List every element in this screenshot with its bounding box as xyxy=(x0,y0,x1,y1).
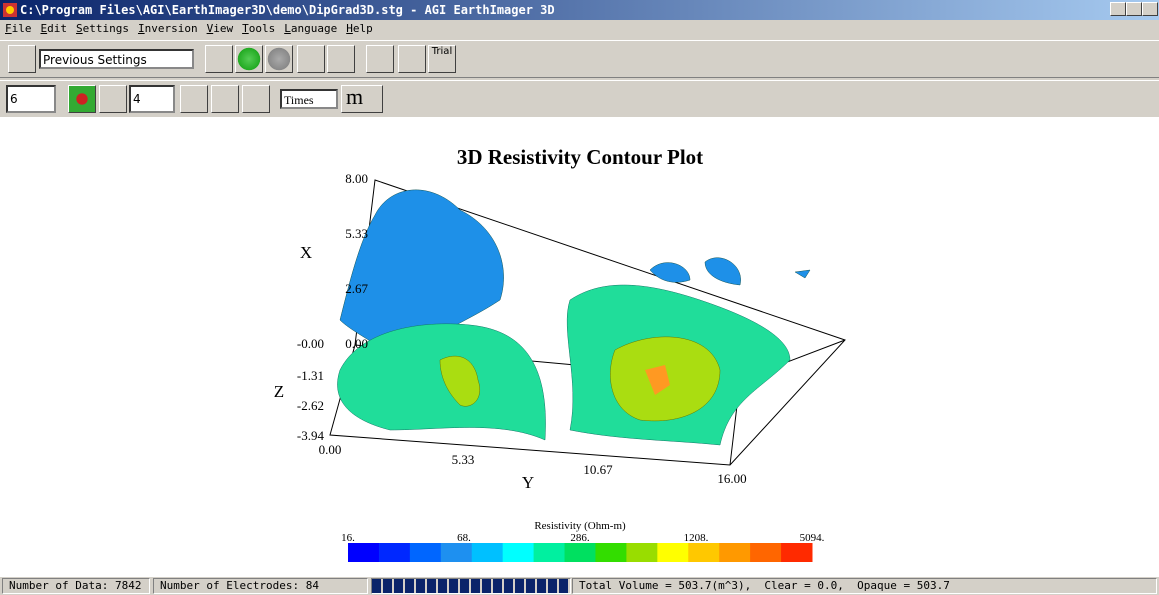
colorbar-swatch xyxy=(564,543,596,562)
status-pane: Number of Data: 7842 xyxy=(2,578,150,594)
colorbar-swatch xyxy=(440,543,473,562)
x-tick-label: 2.67 xyxy=(345,281,368,296)
colorbar-label: 286. xyxy=(570,532,590,544)
status-pane: Number of Electrodes: 84 xyxy=(153,578,368,594)
menu-item[interactable]: View xyxy=(206,22,234,35)
iso-surface xyxy=(649,257,811,286)
plot-title: 3D Resistivity Contour Plot xyxy=(457,145,703,169)
iso-surface xyxy=(339,189,504,361)
spin-value: 6 xyxy=(10,92,18,106)
unit-button[interactable]: m xyxy=(341,85,383,113)
menu-item[interactable]: Help xyxy=(346,22,373,35)
colorbar-swatch xyxy=(626,543,658,562)
menu-bar: File Edit Settings Inversion View Tools Langua… xyxy=(0,20,1159,38)
minimize-button[interactable] xyxy=(1110,2,1126,16)
colorbar-label: 5094. xyxy=(800,532,825,544)
settings-combo[interactable]: Previous Settings xyxy=(39,49,194,69)
status-text: Total Volume = 503.7(m^3), Clear = 0.0, … xyxy=(579,579,950,592)
colorbar-swatch xyxy=(657,543,689,562)
vm-button[interactable] xyxy=(99,85,127,113)
title-bar: C:\Program Files\AGI\EarthImager3D\demo\… xyxy=(0,0,1159,20)
menu-item[interactable]: Language xyxy=(284,22,338,35)
edit-button[interactable] xyxy=(205,45,233,73)
main-toolbar: Previous Settings Trial xyxy=(0,40,1159,78)
spin-value: 4 xyxy=(133,92,141,106)
colorbar-swatch xyxy=(502,543,535,562)
iso-surface xyxy=(337,323,546,441)
status-bar: Number of Data: 7842 Number of Electrode… xyxy=(0,577,1159,595)
grid-button[interactable] xyxy=(180,85,208,113)
run-button[interactable] xyxy=(235,45,263,73)
x-tick-label: 5.33 xyxy=(345,226,368,241)
colorbar-label: 68. xyxy=(457,532,471,544)
trial-button[interactable]: Trial xyxy=(428,45,456,73)
colorbar-label: 1208. xyxy=(684,532,709,544)
y-tick-label: 10.67 xyxy=(583,462,613,477)
colorbar-swatch xyxy=(348,543,380,562)
copy-button[interactable] xyxy=(398,45,426,73)
axis-label: Y xyxy=(522,473,534,492)
font-text: Times xyxy=(284,93,314,107)
z-tick-label: -0.00 xyxy=(297,336,324,351)
window-title: C:\Program Files\AGI\EarthImager3D\demo\… xyxy=(20,3,555,17)
close-button[interactable] xyxy=(1142,2,1158,16)
axis-label: X xyxy=(300,243,312,262)
spin-box[interactable]: 6 xyxy=(6,85,56,113)
axis-label: Z xyxy=(274,382,284,401)
print-button[interactable] xyxy=(297,45,325,73)
menu-item[interactable]: Inversion xyxy=(137,22,198,35)
save-image-button[interactable] xyxy=(242,85,270,113)
menu-item[interactable]: Settings xyxy=(76,22,129,35)
colorbar-swatch xyxy=(471,543,504,562)
app-icon xyxy=(3,3,17,17)
colorbar-swatch xyxy=(409,543,442,562)
y-tick-label: 5.33 xyxy=(452,452,475,467)
status-pane: Total Volume = 503.7(m^3), Clear = 0.0, … xyxy=(572,578,1157,594)
z-tick-label: -3.94 xyxy=(297,428,325,443)
colorbar-title: Resistivity (Ohm-m) xyxy=(534,520,626,532)
spin-box[interactable]: 4 xyxy=(129,85,175,113)
x-tick-label: 8.00 xyxy=(345,171,368,186)
status-text: Number of Data: 7842 xyxy=(9,579,142,592)
z-tick-label: -1.31 xyxy=(297,368,324,383)
contour-plot: 3D Resistivity Contour Plot X Z Y 8.00 5.33 2… xyxy=(274,145,846,562)
unit-text: m xyxy=(346,84,364,109)
menu-item[interactable]: File xyxy=(5,22,32,35)
contour-button[interactable] xyxy=(68,85,96,113)
status-text: Number of Electrodes: 84 xyxy=(160,579,319,592)
camera-button[interactable] xyxy=(211,85,239,113)
menu-item[interactable]: Tools xyxy=(242,22,276,35)
colorbar-swatch xyxy=(533,543,566,562)
progress-bar xyxy=(371,578,571,594)
restore-button[interactable] xyxy=(1126,2,1142,16)
iso-surface xyxy=(439,355,480,407)
colorbar-swatch xyxy=(781,543,813,562)
colorbar-swatch xyxy=(750,543,782,562)
combo-text: Previous Settings xyxy=(43,53,147,67)
plot-toolbar: 6 4 Times m xyxy=(0,80,1159,118)
iso-surface xyxy=(645,365,670,395)
x-tick-label: 0.00 xyxy=(345,336,368,351)
colorbar-swatch xyxy=(719,543,751,562)
y-tick-label: 0.00 xyxy=(319,442,342,457)
colorbar-swatch xyxy=(595,543,627,562)
trial-text: Trial xyxy=(431,46,453,57)
colorbar-swatch xyxy=(688,543,720,562)
refresh-button[interactable] xyxy=(366,45,394,73)
open-button[interactable] xyxy=(8,45,36,73)
colorbar-swatch xyxy=(378,543,411,562)
plot-area: 3D Resistivity Contour Plot X Z Y 8.00 5.33 2… xyxy=(0,117,1159,577)
menu-item[interactable]: Edit xyxy=(40,22,68,35)
save-button[interactable] xyxy=(327,45,355,73)
font-combo[interactable]: Times xyxy=(280,89,338,109)
z-tick-label: -2.62 xyxy=(297,398,324,413)
colorbar-label: 16. xyxy=(341,532,355,544)
stop-button[interactable] xyxy=(265,45,293,73)
y-tick-label: 16.00 xyxy=(717,471,746,486)
